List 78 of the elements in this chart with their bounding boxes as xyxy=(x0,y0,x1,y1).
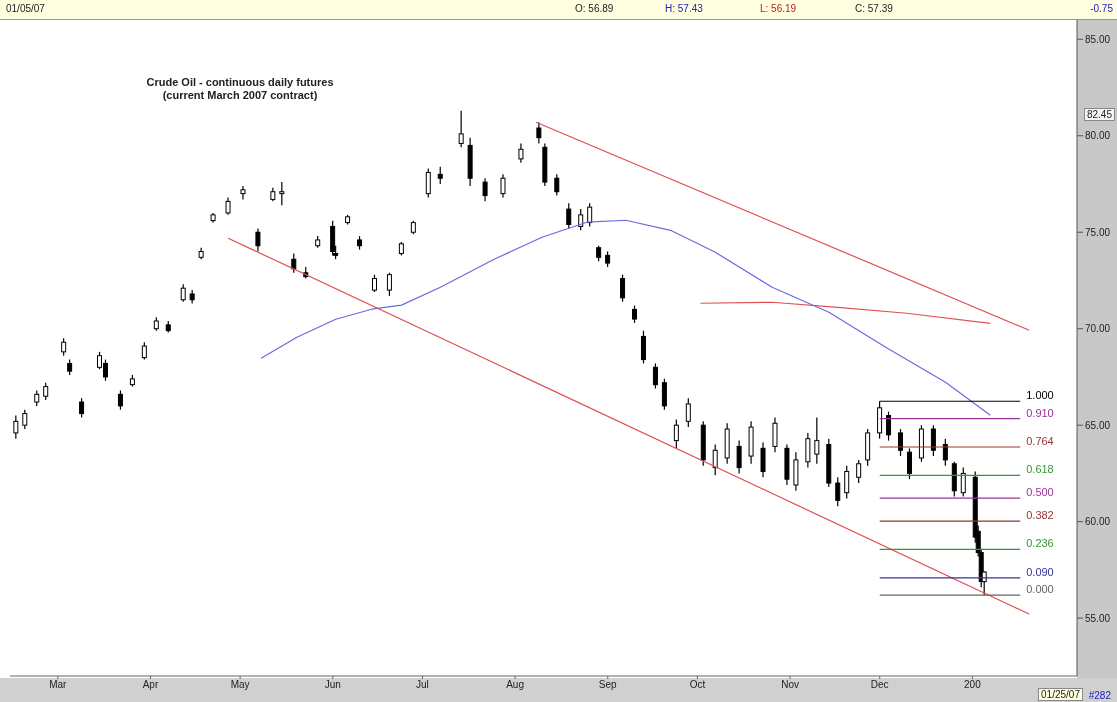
y-tick-label: 65.00 xyxy=(1085,419,1111,431)
candlestick xyxy=(291,252,297,274)
text: -0.75 xyxy=(1090,3,1113,14)
candlestick xyxy=(760,441,766,478)
candlestick xyxy=(898,428,904,457)
candlestick xyxy=(805,432,811,469)
candlestick xyxy=(458,110,464,148)
y-tick-label: 60.00 xyxy=(1085,516,1111,528)
candlestick xyxy=(578,208,584,231)
y-tick-label: 85.00 xyxy=(1085,33,1111,45)
candlestick xyxy=(518,142,524,164)
series-label: 0.618 xyxy=(1026,463,1054,476)
series-label: 0.236 xyxy=(1026,537,1054,550)
candlestick xyxy=(79,397,85,419)
x-tick-label: Jun xyxy=(324,679,341,691)
candlestick xyxy=(13,414,19,440)
text: 01/25/07 xyxy=(1038,688,1083,701)
candlestick xyxy=(240,185,246,201)
x-tick-label: 200 xyxy=(964,679,982,691)
candlestick xyxy=(566,202,572,229)
candlestick xyxy=(942,438,948,467)
text: (current March 2007 contract) xyxy=(161,89,319,102)
x-tick-label: Aug xyxy=(506,679,524,691)
x-tick-label: May xyxy=(230,679,250,691)
x-tick-label: Apr xyxy=(142,679,159,691)
line-series xyxy=(699,301,991,324)
x-tick-label: Sep xyxy=(598,679,618,691)
candlestick xyxy=(22,409,28,430)
series-label: 0.000 xyxy=(1026,583,1054,596)
candlestick xyxy=(814,416,820,465)
series-label: 1.000 xyxy=(1026,389,1054,402)
candlestick xyxy=(906,447,912,480)
x-tick-label: Dec xyxy=(870,679,889,691)
candlestick xyxy=(856,459,862,484)
text: L: 56.19 xyxy=(760,3,797,14)
candlestick xyxy=(500,173,506,199)
text: H: 57.43 xyxy=(665,3,703,14)
candlestick xyxy=(640,330,646,365)
x-tick-label: Mar xyxy=(49,679,68,691)
candlestick xyxy=(930,424,936,457)
candlestick xyxy=(652,362,658,390)
candlestick xyxy=(554,173,560,197)
y-tick-label: 70.00 xyxy=(1085,323,1111,335)
text: 82.45 xyxy=(1083,108,1115,121)
text: 01/05/07 xyxy=(6,3,45,14)
text: C: 57.39 xyxy=(855,3,893,14)
candlestick xyxy=(279,181,285,206)
candlestick xyxy=(736,440,742,475)
x-tick-label: Jul xyxy=(416,679,429,691)
candlestick xyxy=(482,177,488,202)
candlestick xyxy=(620,274,626,303)
candlestick xyxy=(772,416,778,453)
x-tick-label: Nov xyxy=(781,679,799,691)
candlestick xyxy=(386,272,392,297)
text: #282 xyxy=(1088,690,1111,701)
candlestick xyxy=(661,378,667,411)
series-label: 0.090 xyxy=(1026,565,1054,578)
candlestick xyxy=(255,227,261,253)
candlestick xyxy=(712,443,718,476)
candlestick xyxy=(886,411,892,442)
candlestick xyxy=(536,121,542,145)
series-label: 0.500 xyxy=(1026,486,1054,499)
candlestick xyxy=(960,467,966,498)
y-tick-label: 80.00 xyxy=(1085,130,1111,142)
y-tick-label: 75.00 xyxy=(1085,226,1111,238)
candlestick xyxy=(844,465,850,500)
series-label: 0.910 xyxy=(1026,406,1054,419)
candlestick xyxy=(425,167,431,199)
candlestick xyxy=(685,397,691,428)
text: O: 56.89 xyxy=(575,3,614,14)
candlestick xyxy=(117,389,123,411)
series-label: 0.382 xyxy=(1026,509,1054,522)
candlestick xyxy=(673,418,679,449)
text: Crude Oil - continuous daily futures xyxy=(145,76,335,89)
candlestick xyxy=(835,476,841,507)
y-tick-label: 55.00 xyxy=(1085,612,1111,624)
x-tick-label: Oct xyxy=(689,679,706,691)
series-label: 0.764 xyxy=(1026,434,1054,447)
